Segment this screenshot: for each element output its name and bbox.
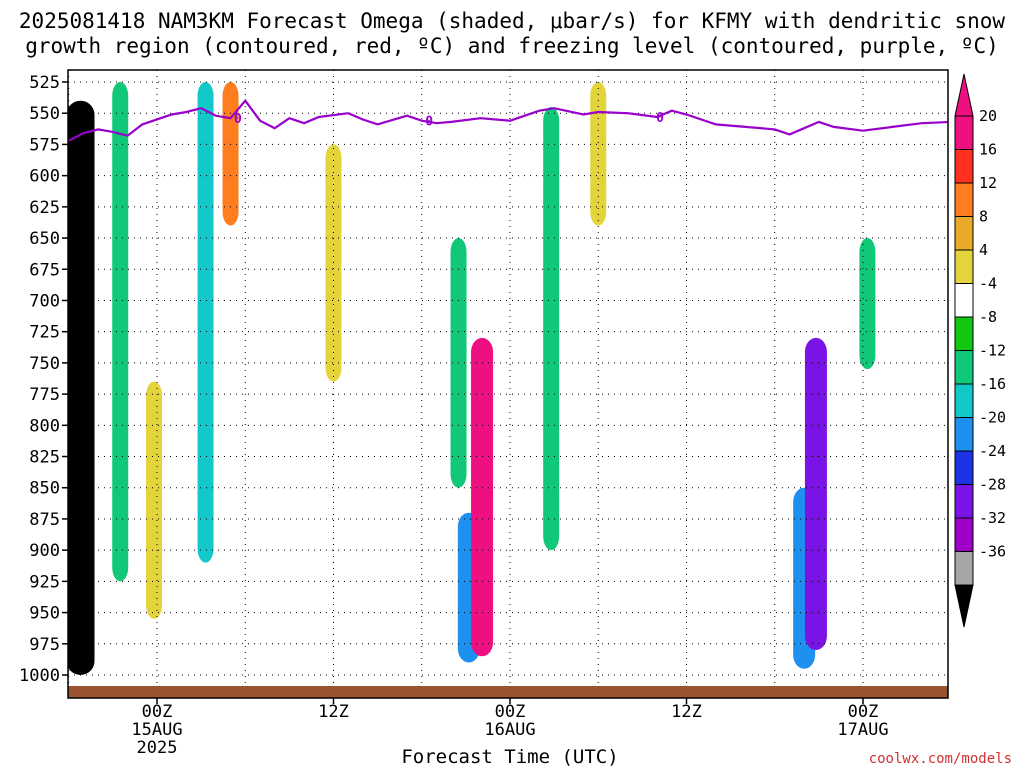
colorbar-swatch xyxy=(954,316,974,351)
omega-feature xyxy=(112,82,129,582)
freezing-level-layer: 0 0 0 xyxy=(68,98,948,142)
colorbar-label: -16 xyxy=(979,375,1006,393)
colorbar-label: 8 xyxy=(979,208,988,226)
y-tick-label: 550 xyxy=(29,104,60,124)
colorbar-top-arrow xyxy=(954,73,974,117)
y-tick-label: 625 xyxy=(29,198,60,218)
colorbar-label: -8 xyxy=(979,308,997,326)
y-tick-label: 1000 xyxy=(19,666,60,686)
y-tick-label: 650 xyxy=(29,229,60,249)
x-tick-label: 00Z xyxy=(495,702,526,722)
y-tick-label: 525 xyxy=(29,73,60,93)
freezing-level-label: 0 xyxy=(234,112,242,127)
colorbar: 20 16 12 8 4 -4 -8 -12 -16 -20 -24 -28 -32 -36 xyxy=(954,73,1006,628)
omega-feature xyxy=(68,100,95,675)
omega-feature xyxy=(590,82,607,226)
y-tick-label: 850 xyxy=(29,479,60,499)
colorbar-label: -12 xyxy=(979,342,1006,360)
colorbar-label: -36 xyxy=(979,543,1006,561)
y-tick-label: 725 xyxy=(29,323,60,343)
colorbar-label: 12 xyxy=(979,174,997,192)
colorbar-swatch xyxy=(954,517,974,552)
freezing-level-label: 0 xyxy=(656,111,664,126)
x-tick-date: 16AUG xyxy=(484,720,535,740)
colorbar-swatch xyxy=(954,484,974,519)
omega-shading xyxy=(68,82,876,675)
y-tick-label: 875 xyxy=(29,510,60,530)
colorbar-swatch xyxy=(954,417,974,452)
x-tick-label: 12Z xyxy=(671,702,702,722)
y-axis: 525 550 575 600 625 650 675 700 725 750 775 800 825 8… xyxy=(19,73,68,686)
colorbar-swatch xyxy=(954,551,974,586)
colorbar-swatch xyxy=(954,182,974,217)
y-tick-label: 700 xyxy=(29,291,60,311)
x-tick-year: 2025 xyxy=(137,738,178,758)
omega-feature xyxy=(222,82,239,226)
colorbar-label: -4 xyxy=(979,275,997,293)
colorbar-label: 16 xyxy=(979,141,997,159)
colorbar-swatch xyxy=(954,249,974,284)
y-tick-label: 750 xyxy=(29,354,60,374)
ground-layer xyxy=(68,686,948,698)
ground-strip xyxy=(68,686,948,698)
y-tick-label: 575 xyxy=(29,135,60,155)
colorbar-swatch xyxy=(954,283,974,318)
colorbar-swatch xyxy=(954,149,974,184)
colorbar-swatch xyxy=(954,115,974,150)
colorbar-label: 4 xyxy=(979,241,988,259)
colorbar-label: 20 xyxy=(979,107,997,125)
plot-frame xyxy=(67,69,949,699)
omega-feature xyxy=(804,337,827,651)
omega-feature xyxy=(197,82,214,563)
y-tick-label: 800 xyxy=(29,416,60,436)
omega-feature xyxy=(146,381,163,619)
colorbar-bottom-arrow xyxy=(954,584,974,628)
x-tick-date: 15AUG xyxy=(131,720,182,740)
colorbar-label: -32 xyxy=(979,509,1006,527)
freezing-level-label: 0 xyxy=(425,115,433,130)
omega-feature xyxy=(859,238,876,370)
x-tick-date: 17AUG xyxy=(837,720,888,740)
omega-feature xyxy=(471,337,494,657)
omega-feature xyxy=(325,144,342,382)
credit-text: coolwx.com/models xyxy=(869,751,1012,767)
y-tick-label: 900 xyxy=(29,541,60,561)
x-tick-label: 12Z xyxy=(318,702,349,722)
colorbar-swatch xyxy=(954,383,974,418)
x-axis-label: Forecast Time (UTC) xyxy=(401,746,618,768)
colorbar-label: -24 xyxy=(979,442,1006,460)
colorbar-label: -28 xyxy=(979,476,1006,494)
y-tick-label: 925 xyxy=(29,572,60,592)
y-tick-label: 775 xyxy=(29,385,60,405)
y-tick-label: 600 xyxy=(29,167,60,187)
freezing-level-line xyxy=(68,98,948,142)
y-tick-label: 675 xyxy=(29,260,60,280)
colorbar-label: -20 xyxy=(979,409,1006,427)
y-tick-label: 950 xyxy=(29,604,60,624)
colorbar-swatch xyxy=(954,216,974,251)
omega-feature xyxy=(543,106,560,551)
colorbar-swatch xyxy=(954,350,974,385)
x-tick-label: 00Z xyxy=(142,702,173,722)
y-tick-label: 825 xyxy=(29,448,60,468)
y-tick-label: 975 xyxy=(29,635,60,655)
chart-title-line2: growth region (contoured, red, ºC) and f… xyxy=(25,34,999,58)
x-tick-label: 00Z xyxy=(848,702,879,722)
chart-title-line1: 2025081418 NAM3KM Forecast Omega (shaded… xyxy=(19,9,1006,33)
colorbar-swatch xyxy=(954,450,974,485)
